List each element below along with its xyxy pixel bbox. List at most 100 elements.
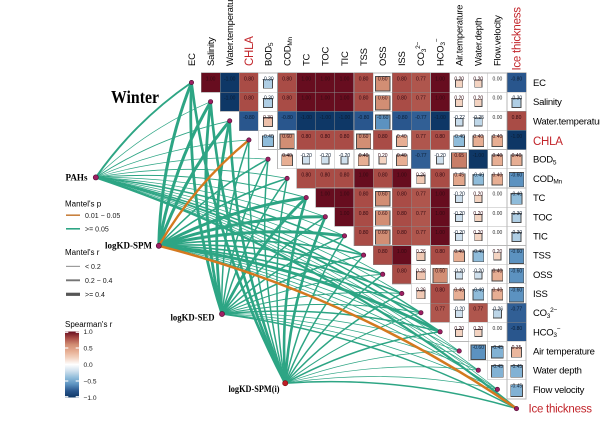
svg-text:0.80: 0.80 — [359, 230, 369, 236]
svg-text:Winter: Winter — [111, 87, 159, 107]
svg-text:-0.77: -0.77 — [511, 307, 523, 313]
svg-text:0.77: 0.77 — [416, 192, 426, 198]
svg-text:logKD-SPM(i): logKD-SPM(i) — [229, 384, 280, 395]
svg-text:0.80: 0.80 — [435, 288, 445, 294]
svg-text:-0.20: -0.20 — [453, 268, 465, 274]
svg-text:0.80: 0.80 — [378, 134, 388, 140]
svg-text:0.40: 0.40 — [397, 134, 407, 140]
svg-text:-0.60: -0.60 — [511, 172, 523, 178]
svg-text:Mantel's r: Mantel's r — [65, 248, 100, 257]
svg-text:−1.0: −1.0 — [84, 395, 97, 402]
svg-text:0.80: 0.80 — [320, 134, 330, 140]
svg-text:0.40: 0.40 — [493, 134, 503, 140]
svg-text:0.40: 0.40 — [512, 153, 522, 159]
svg-text:0.45: 0.45 — [454, 172, 464, 178]
svg-text:0.26: 0.26 — [416, 172, 426, 178]
svg-text:0.65: 0.65 — [454, 153, 464, 159]
svg-text:OSS: OSS — [533, 270, 552, 281]
svg-text:CODMn: CODMn — [533, 174, 563, 186]
svg-text:-0.60: -0.60 — [473, 345, 485, 351]
svg-text:-0.40: -0.40 — [511, 192, 523, 198]
svg-text:0.80: 0.80 — [397, 192, 407, 198]
svg-text:0.40: 0.40 — [493, 153, 503, 159]
svg-text:logKD-SED: logKD-SED — [171, 314, 215, 324]
svg-text:-0.40: -0.40 — [453, 134, 465, 140]
svg-text:-0.45: -0.45 — [492, 345, 504, 351]
svg-text:1.00: 1.00 — [301, 96, 311, 102]
svg-text:Ice thickness: Ice thickness — [511, 7, 523, 71]
svg-text:-0.20: -0.20 — [434, 153, 446, 159]
svg-text:1.00: 1.00 — [301, 77, 311, 83]
svg-text:-0.80: -0.80 — [511, 77, 523, 83]
svg-text:0.80: 0.80 — [359, 211, 369, 217]
svg-text:0.80: 0.80 — [282, 96, 292, 102]
svg-text:0.26: 0.26 — [416, 249, 426, 255]
svg-text:0.35: 0.35 — [512, 345, 522, 351]
svg-text:-0.80: -0.80 — [358, 115, 370, 121]
svg-text:0.77: 0.77 — [416, 77, 426, 83]
svg-text:-0.80: -0.80 — [396, 115, 408, 121]
svg-text:TSS: TSS — [533, 251, 551, 262]
svg-text:0.00: 0.00 — [493, 211, 503, 217]
svg-text:>= 0.05: >= 0.05 — [85, 226, 109, 233]
svg-text:logKD-SPM: logKD-SPM — [105, 242, 152, 252]
svg-text:0.20: 0.20 — [454, 326, 464, 332]
svg-text:-0.77: -0.77 — [415, 153, 427, 159]
svg-text:Air temperature: Air temperature — [533, 347, 595, 358]
svg-text:-0.20: -0.20 — [453, 307, 465, 313]
svg-text:0.77: 0.77 — [435, 307, 445, 313]
svg-text:TC: TC — [533, 193, 546, 204]
svg-text:-0.20: -0.20 — [473, 268, 485, 274]
svg-text:-0.60: -0.60 — [511, 288, 523, 294]
svg-text:-0.30: -0.30 — [262, 96, 274, 102]
svg-text:0.20: 0.20 — [454, 96, 464, 102]
svg-text:0.00: 0.00 — [493, 96, 503, 102]
svg-text:0.80: 0.80 — [359, 192, 369, 198]
svg-text:1.00: 1.00 — [435, 77, 445, 83]
svg-text:1.00: 1.00 — [320, 192, 330, 198]
svg-text:TIC: TIC — [533, 231, 548, 242]
svg-text:Water depth: Water depth — [533, 366, 582, 377]
svg-text:1.00: 1.00 — [359, 172, 369, 178]
svg-text:0.80: 0.80 — [301, 134, 311, 140]
svg-text:-0.30: -0.30 — [511, 96, 523, 102]
svg-text:0.5: 0.5 — [84, 345, 93, 352]
svg-text:0.20: 0.20 — [473, 96, 483, 102]
svg-text:-0.20: -0.20 — [453, 230, 465, 236]
svg-text:-0.25: -0.25 — [473, 115, 485, 121]
svg-text:0.77: 0.77 — [473, 307, 483, 313]
svg-text:1.00: 1.00 — [435, 230, 445, 236]
svg-text:0.40: 0.40 — [493, 288, 503, 294]
svg-text:Water.depth: Water.depth — [474, 18, 485, 66]
svg-text:0.40: 0.40 — [454, 249, 464, 255]
svg-text:0.60: 0.60 — [435, 268, 445, 274]
svg-text:EC: EC — [187, 53, 198, 66]
svg-text:0.20: 0.20 — [473, 192, 483, 198]
svg-text:Ice thickness: Ice thickness — [529, 404, 593, 416]
svg-text:1.00: 1.00 — [340, 77, 350, 83]
svg-text:0.20: 0.20 — [454, 77, 464, 83]
svg-text:0.80: 0.80 — [397, 211, 407, 217]
svg-text:-0.30: -0.30 — [262, 77, 274, 83]
svg-text:-0.60: -0.60 — [377, 115, 389, 121]
svg-text:1.00: 1.00 — [435, 96, 445, 102]
svg-text:0.40: 0.40 — [282, 153, 292, 159]
svg-text:-0.20: -0.20 — [453, 211, 465, 217]
svg-text:0.20: 0.20 — [378, 153, 388, 159]
svg-text:0.80: 0.80 — [340, 134, 350, 140]
svg-text:1.00: 1.00 — [340, 192, 350, 198]
svg-text:-1.00: -1.00 — [511, 134, 523, 140]
svg-text:0.80: 0.80 — [301, 172, 311, 178]
svg-text:Water.temperature: Water.temperature — [533, 116, 600, 127]
svg-text:-1.00: -1.00 — [434, 115, 446, 121]
svg-text:-0.45: -0.45 — [511, 383, 523, 389]
svg-text:-0.77: -0.77 — [415, 115, 427, 121]
svg-text:0.40: 0.40 — [493, 268, 503, 274]
svg-text:0.60: 0.60 — [378, 230, 388, 236]
svg-text:0.80: 0.80 — [320, 172, 330, 178]
svg-text:0.80: 0.80 — [359, 77, 369, 83]
svg-text:0.80: 0.80 — [512, 115, 522, 121]
svg-text:TSS: TSS — [359, 48, 370, 66]
svg-text:-0.40: -0.40 — [473, 172, 485, 178]
svg-text:1.00: 1.00 — [340, 211, 350, 217]
